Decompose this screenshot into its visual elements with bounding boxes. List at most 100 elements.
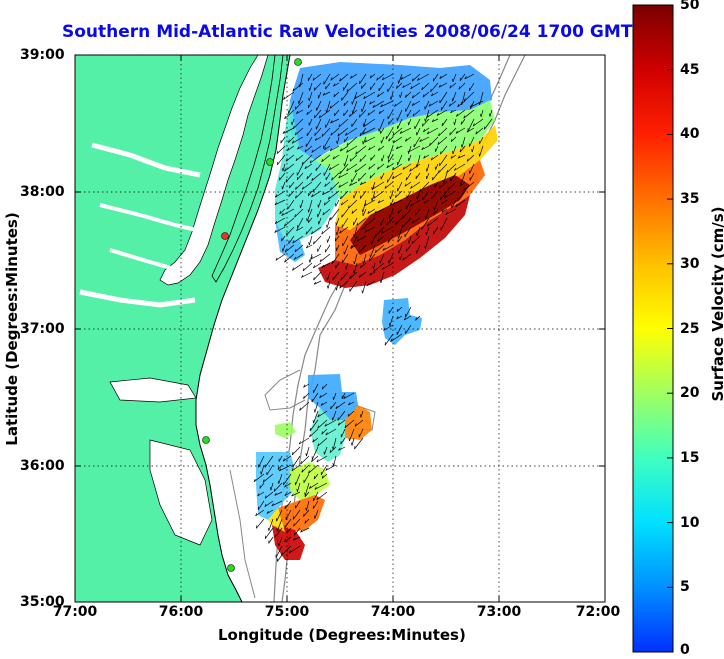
grid-lines [75,55,605,602]
y-tick-label: 38:00 [20,184,65,200]
velocity-arrow-head [395,221,397,225]
velocity-arrow [394,100,403,107]
velocity-arrow [450,136,457,143]
velocity-arrow [316,100,322,111]
velocity-arrow [306,244,313,249]
velocity-arrow-head [335,232,338,236]
velocity-arrow-head [313,87,316,91]
velocity-arrow-head [329,449,332,453]
velocity-arrow-head [389,96,392,100]
velocity-field-north-green [315,100,495,200]
velocity-arrow [319,392,328,399]
velocity-arrow [312,181,322,193]
velocity-arrow [429,136,439,147]
velocity-arrow [264,455,274,468]
velocity-arrow [293,509,301,520]
velocity-arrow-head [339,230,342,234]
velocity-arrow-head [424,118,426,122]
velocity-arrow [405,199,412,210]
velocity-arrow [408,118,412,126]
velocity-arrow-head [325,432,328,436]
velocity-arrow [431,91,439,97]
velocity-arrow [438,82,448,88]
velocity-arrow [288,190,295,197]
velocity-arrow [346,145,358,153]
velocity-arrow [363,253,367,264]
velocity-arrow-head [443,195,447,198]
velocity-arrow-head [299,204,301,208]
velocity-arrow-head [343,396,346,399]
velocity-arrow [304,163,313,170]
velocity-arrow-head [281,186,283,190]
velocity-arrow [330,181,340,191]
velocity-arrow [405,100,412,112]
velocity-arrow [459,145,466,153]
velocity-arrow [405,244,412,252]
velocity-arrow-head [332,446,334,450]
velocity-arrow [374,208,385,214]
velocity-arrow [358,109,367,118]
velocity-arrow [312,437,319,443]
velocity-arrow [344,154,349,167]
velocity-arrow [399,91,403,98]
velocity-arrow [285,509,292,520]
velocity-arrow-head [311,231,313,235]
velocity-arrow-head [274,202,277,206]
velocity-arrow-head [338,184,341,188]
velocity-arrow [284,253,295,263]
velocity-arrow [286,226,295,236]
velocity-arrow [333,91,340,98]
velocity-arrow-head [321,431,323,435]
velocity-arrow [313,82,322,91]
velocity-arrow [405,136,412,142]
velocity-arrow-head [295,157,298,162]
velocity-arrow [332,437,337,450]
velocity-arrow [385,127,394,140]
velocity-arrow-head [282,458,285,462]
velocity-arrow [274,491,283,496]
velocity-arrow-head [397,235,399,239]
axis-tick-marks [75,55,605,602]
velocity-arrow-head [389,196,391,200]
velocity-arrow-head [328,167,332,171]
velocity-arrow [341,208,349,218]
x-tick-label: 77:00 [52,604,98,620]
velocity-arrow-head [329,148,333,151]
velocity-arrow-head [349,275,351,280]
velocity-arrow [274,199,286,206]
velocity-arrow-head [314,486,317,490]
velocity-arrow [396,145,403,150]
velocity-arrow [448,100,457,107]
velocity-arrow-head [427,223,429,227]
velocity-arrow [369,253,376,262]
velocity-arrow [484,118,493,130]
velocity-arrow-head [291,468,294,472]
velocity-arrow [328,190,340,200]
velocity-arrow [431,118,439,123]
velocity-arrow-head [402,166,405,170]
velocity-arrow-head [296,110,299,114]
velocity-arrow [470,100,484,108]
velocity-arrow [351,118,358,127]
velocity-arrow-head [364,203,367,207]
velocity-arrow-head [399,256,401,260]
velocity-arrow [455,199,466,208]
velocity-arrow-head [371,186,373,191]
velocity-arrow [294,208,304,218]
velocity-arrow [284,163,295,172]
velocity-arrow [308,235,313,246]
velocity-arrow-head [301,186,304,190]
velocity-arrow [313,473,319,480]
velocity-arrow [348,401,355,406]
velocity-arrow [398,73,403,84]
velocity-arrow [438,181,448,189]
velocity-arrow [321,127,331,137]
velocity-arrow-head [299,407,301,411]
velocity-field-south-lightblue [256,452,300,520]
velocity-arrow [306,127,313,137]
velocity-arrow-head [324,147,327,151]
velocity-arrow-head [314,132,316,136]
velocity-arrow [430,154,439,161]
velocity-arrow-head [279,210,282,215]
velocity-arrow [387,109,394,120]
